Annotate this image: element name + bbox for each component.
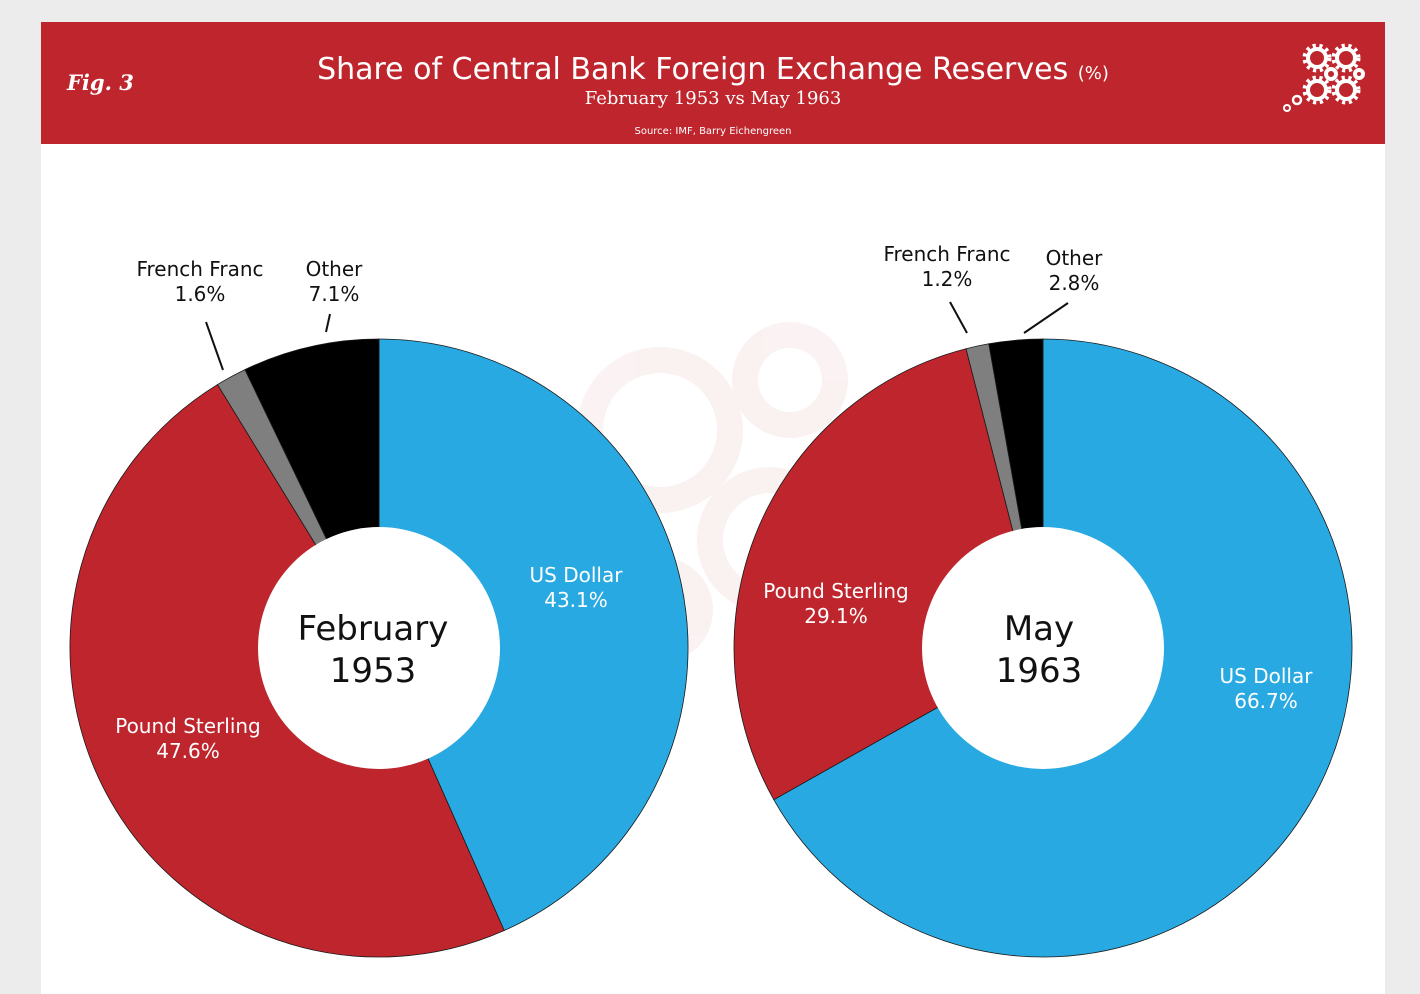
header-banner: Fig. 3 Share of Central Bank Foreign Exc… [41, 22, 1385, 144]
slice-value-us-dollar: 66.7% [1234, 689, 1298, 713]
figure-number: Fig. 3 [67, 70, 134, 95]
source-note: Source: IMF, Barry Eichengreen [634, 126, 792, 137]
center-label-year: 1963 [996, 651, 1083, 691]
slice-label-other: Other [1046, 246, 1104, 270]
slice-value-french-franc: 1.2% [922, 267, 973, 291]
pie-slice-us-dollar [378, 338, 689, 932]
leader-line-french-franc [949, 301, 968, 334]
leader-line-french-franc [205, 321, 224, 371]
slice-label-french-franc: French Franc [883, 242, 1010, 266]
chart-title-unit: (%) [1077, 63, 1109, 84]
slice-value-other: 2.8% [1049, 271, 1100, 295]
leader-line-other [325, 313, 331, 333]
slice-value-pound-sterling: 29.1% [804, 604, 868, 628]
center-label-month: February [298, 609, 449, 649]
donut-hole [922, 527, 1164, 769]
gears-icon [1283, 43, 1365, 112]
slice-label-pound-sterling: Pound Sterling [763, 579, 909, 603]
slice-value-pound-sterling: 47.6% [156, 739, 220, 763]
slice-value-other: 7.1% [309, 282, 360, 306]
pie-chart-feb-1953: February 1953 US Dollar 43.1% Pound Ster… [69, 257, 689, 958]
slice-label-other: Other [306, 257, 364, 281]
chart-subtitle: February 1953 vs May 1963 [584, 88, 842, 109]
slice-value-french-franc: 1.6% [175, 282, 226, 306]
slice-label-pound-sterling: Pound Sterling [115, 714, 261, 738]
slice-label-us-dollar: US Dollar [530, 563, 624, 587]
pie-chart-may-1963: May 1963 US Dollar 66.7% Pound Sterling … [733, 242, 1353, 958]
chart-title-text: Share of Central Bank Foreign Exchange R… [317, 52, 1069, 87]
chart-title: Share of Central Bank Foreign Exchange R… [41, 52, 1385, 87]
slice-label-french-franc: French Franc [136, 257, 263, 281]
leader-line-other [1023, 302, 1069, 334]
slice-value-us-dollar: 43.1% [544, 588, 608, 612]
slice-label-us-dollar: US Dollar [1220, 664, 1314, 688]
center-label-month: May [1004, 609, 1074, 649]
donut-hole [258, 527, 500, 769]
center-label-year: 1953 [330, 651, 417, 691]
